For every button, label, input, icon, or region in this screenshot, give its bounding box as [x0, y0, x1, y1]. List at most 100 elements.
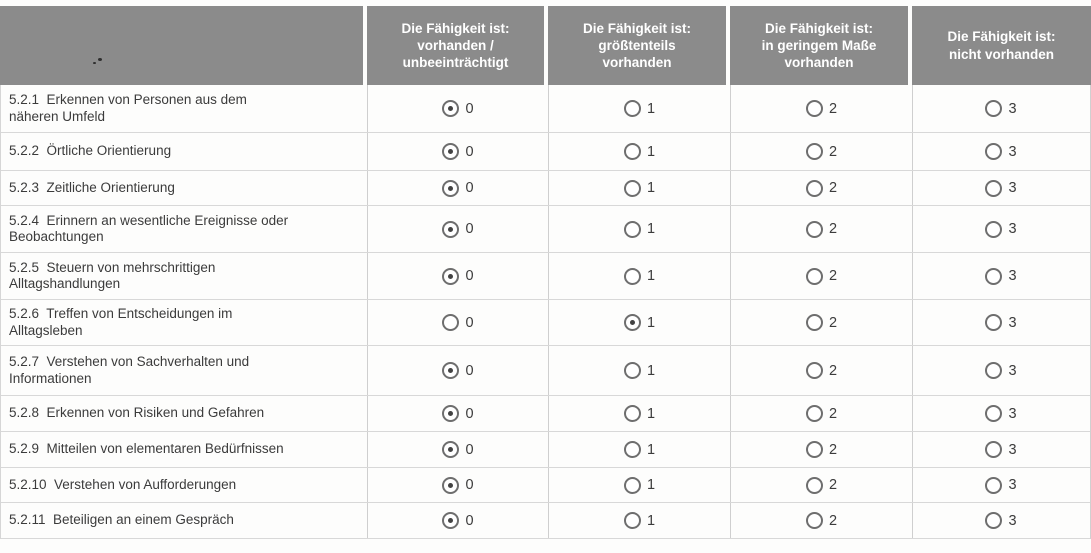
- radio-value-label: 1: [646, 362, 656, 379]
- radio-cell-3[interactable]: 3: [912, 206, 1089, 252]
- radio-cell-2[interactable]: 2: [730, 300, 912, 345]
- radio-value-label: 2: [828, 477, 838, 493]
- radio-button[interactable]: [623, 314, 641, 331]
- radio-cell-2[interactable]: 2: [730, 133, 912, 170]
- radio-cell-0[interactable]: 0: [367, 85, 548, 132]
- radio-button[interactable]: [805, 220, 823, 238]
- row-label: 5.2.2 Örtliche Orientierung: [9, 143, 172, 159]
- radio-button[interactable]: [805, 314, 823, 331]
- row-label: 5.2.6 Treffen von Entscheidungen im Allt…: [9, 306, 233, 338]
- radio-cell-0[interactable]: 0: [367, 206, 548, 252]
- radio-value-label: 3: [1008, 441, 1017, 458]
- radio-cell-2[interactable]: 2: [730, 346, 912, 395]
- radio-cell-2[interactable]: 2: [730, 171, 912, 205]
- radio-button[interactable]: [442, 100, 460, 117]
- radio-button[interactable]: [623, 143, 641, 160]
- radio-cell-2[interactable]: 2: [730, 85, 912, 132]
- radio-cell-3[interactable]: 3: [912, 253, 1089, 299]
- radio-button[interactable]: [623, 267, 641, 285]
- radio-button[interactable]: [985, 362, 1003, 379]
- row-label: 5.2.7 Verstehen von Sachverhalten und In…: [9, 354, 250, 386]
- radio-cell-3[interactable]: 3: [912, 300, 1089, 345]
- radio-cell-2[interactable]: 2: [730, 206, 912, 252]
- radio-cell-3[interactable]: 3: [912, 171, 1089, 205]
- radio-button[interactable]: [985, 512, 1003, 529]
- radio-value-label: 3: [1008, 362, 1017, 379]
- radio-button[interactable]: [442, 143, 460, 160]
- radio-button[interactable]: [985, 100, 1003, 117]
- radio-cell-0[interactable]: 0: [367, 396, 548, 431]
- radio-cell-1[interactable]: 1: [548, 253, 730, 299]
- radio-cell-1[interactable]: 1: [548, 85, 730, 132]
- row-label: 5.2.11 Beteiligen an einem Gespräch: [9, 512, 234, 528]
- radio-button[interactable]: [442, 179, 460, 197]
- radio-button[interactable]: [985, 220, 1003, 238]
- table-row: 5.2.2 Örtliche Orientierung 0 1 2 3: [1, 133, 1090, 171]
- radio-cell-0[interactable]: 0: [367, 468, 548, 502]
- radio-button[interactable]: [805, 441, 823, 458]
- radio-button[interactable]: [805, 512, 823, 529]
- radio-button[interactable]: [442, 220, 460, 238]
- radio-button[interactable]: [985, 405, 1003, 422]
- radio-cell-3[interactable]: 3: [912, 396, 1089, 431]
- radio-cell-0[interactable]: 0: [367, 300, 548, 345]
- radio-cell-3[interactable]: 3: [912, 432, 1089, 467]
- radio-cell-1[interactable]: 1: [548, 503, 730, 538]
- radio-button[interactable]: [623, 220, 641, 238]
- radio-cell-1[interactable]: 1: [548, 206, 730, 252]
- radio-button[interactable]: [623, 476, 641, 494]
- radio-button[interactable]: [805, 267, 823, 285]
- radio-button[interactable]: [623, 179, 641, 197]
- radio-button[interactable]: [985, 267, 1003, 285]
- radio-button[interactable]: [805, 405, 823, 422]
- radio-value-label: 0: [465, 441, 474, 458]
- radio-button[interactable]: [442, 362, 460, 379]
- radio-button[interactable]: [985, 143, 1003, 160]
- radio-cell-0[interactable]: 0: [367, 432, 548, 467]
- radio-value-label: 0: [465, 362, 474, 379]
- radio-value-label: 3: [1008, 180, 1017, 196]
- radio-cell-2[interactable]: 2: [730, 432, 912, 467]
- radio-cell-2[interactable]: 2: [730, 503, 912, 538]
- radio-button[interactable]: [805, 476, 823, 494]
- radio-button[interactable]: [805, 143, 823, 160]
- radio-cell-0[interactable]: 0: [367, 346, 548, 395]
- radio-cell-0[interactable]: 0: [367, 133, 548, 170]
- radio-cell-3[interactable]: 3: [912, 468, 1089, 502]
- radio-cell-0[interactable]: 0: [367, 503, 548, 538]
- radio-button[interactable]: [985, 441, 1003, 458]
- radio-button[interactable]: [442, 441, 460, 458]
- radio-button[interactable]: [442, 512, 460, 529]
- radio-button[interactable]: [805, 179, 823, 197]
- radio-cell-2[interactable]: 2: [730, 468, 912, 502]
- radio-button[interactable]: [805, 100, 823, 117]
- radio-button[interactable]: [623, 100, 641, 117]
- radio-cell-3[interactable]: 3: [912, 503, 1089, 538]
- radio-button[interactable]: [442, 267, 460, 285]
- radio-cell-1[interactable]: 1: [548, 346, 730, 395]
- radio-cell-3[interactable]: 3: [912, 133, 1089, 170]
- radio-cell-1[interactable]: 1: [548, 133, 730, 170]
- radio-cell-1[interactable]: 1: [548, 171, 730, 205]
- radio-button[interactable]: [985, 179, 1003, 197]
- radio-cell-0[interactable]: 0: [367, 253, 548, 299]
- radio-button[interactable]: [442, 314, 460, 331]
- radio-button[interactable]: [985, 314, 1003, 331]
- radio-cell-1[interactable]: 1: [548, 432, 730, 467]
- radio-button[interactable]: [985, 476, 1003, 494]
- radio-cell-1[interactable]: 1: [548, 300, 730, 345]
- radio-button[interactable]: [442, 405, 460, 422]
- radio-button[interactable]: [623, 405, 641, 422]
- radio-cell-3[interactable]: 3: [912, 346, 1089, 395]
- radio-button[interactable]: [442, 476, 460, 494]
- radio-cell-1[interactable]: 1: [548, 396, 730, 431]
- radio-button[interactable]: [623, 512, 641, 529]
- radio-cell-3[interactable]: 3: [912, 85, 1089, 132]
- radio-cell-1[interactable]: 1: [548, 468, 730, 502]
- radio-cell-2[interactable]: 2: [730, 396, 912, 431]
- radio-button[interactable]: [623, 362, 641, 379]
- radio-cell-2[interactable]: 2: [730, 253, 912, 299]
- radio-button[interactable]: [623, 441, 641, 458]
- radio-button[interactable]: [805, 362, 823, 379]
- radio-cell-0[interactable]: 0: [367, 171, 548, 205]
